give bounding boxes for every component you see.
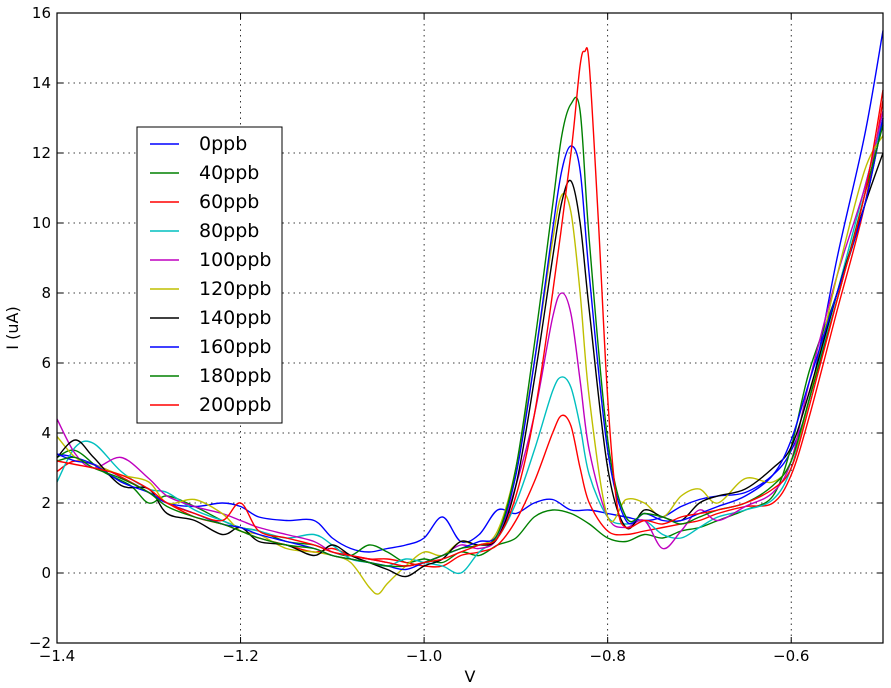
- x-tick-label: −0.6: [773, 647, 809, 665]
- y-tick-label: 4: [41, 424, 51, 442]
- y-tick-label: 6: [41, 354, 51, 372]
- y-tick-label: 0: [41, 564, 51, 582]
- y-tick-label: 8: [41, 284, 51, 302]
- y-tick-label: 16: [32, 4, 51, 22]
- legend: 0ppb 40ppb 60ppb 80ppb 100ppb 120ppb 140ppb 160…: [136, 126, 283, 424]
- legend-label-0ppb: 0ppb: [199, 133, 247, 155]
- plot-frame: [56, 12, 884, 644]
- axis-ticks: −1.4 −1.2 −1.0 −0.8 −0.6 −2 0 2 4 6 8 10 12 14 16: [29, 4, 883, 665]
- legend-label-40ppb: 40ppb: [199, 162, 259, 184]
- y-tick-label: −2: [29, 634, 51, 652]
- legend-label-160ppb: 160ppb: [199, 336, 271, 358]
- series-line-160ppb: [56, 117, 884, 571]
- legend-label-60ppb: 60ppb: [199, 191, 259, 213]
- legend-box: [136, 126, 283, 424]
- y-tick-label: 12: [32, 144, 51, 162]
- legend-label-200ppb: 200ppb: [199, 394, 271, 416]
- x-tick-label: −1.4: [39, 647, 75, 665]
- x-tick-label: −1.0: [406, 647, 442, 665]
- legend-label-80ppb: 80ppb: [199, 220, 259, 242]
- y-tick-label: 14: [32, 74, 51, 92]
- x-tick-label: −1.2: [222, 647, 258, 665]
- x-axis-title: V: [465, 667, 476, 686]
- y-axis-title: I (uA): [3, 306, 22, 349]
- y-tick-label: 10: [32, 214, 51, 232]
- legend-label-180ppb: 180ppb: [199, 365, 271, 387]
- series-line-140ppb: [56, 152, 884, 578]
- series-line-0ppb: [56, 30, 884, 553]
- y-tick-label: 2: [41, 494, 51, 512]
- legend-label-120ppb: 120ppb: [199, 278, 271, 300]
- series-line-200ppb: [56, 47, 884, 567]
- legend-label-140ppb: 140ppb: [199, 307, 271, 329]
- legend-label-100ppb: 100ppb: [199, 249, 271, 271]
- x-tick-label: −0.8: [589, 647, 625, 665]
- series-lines: [56, 30, 884, 595]
